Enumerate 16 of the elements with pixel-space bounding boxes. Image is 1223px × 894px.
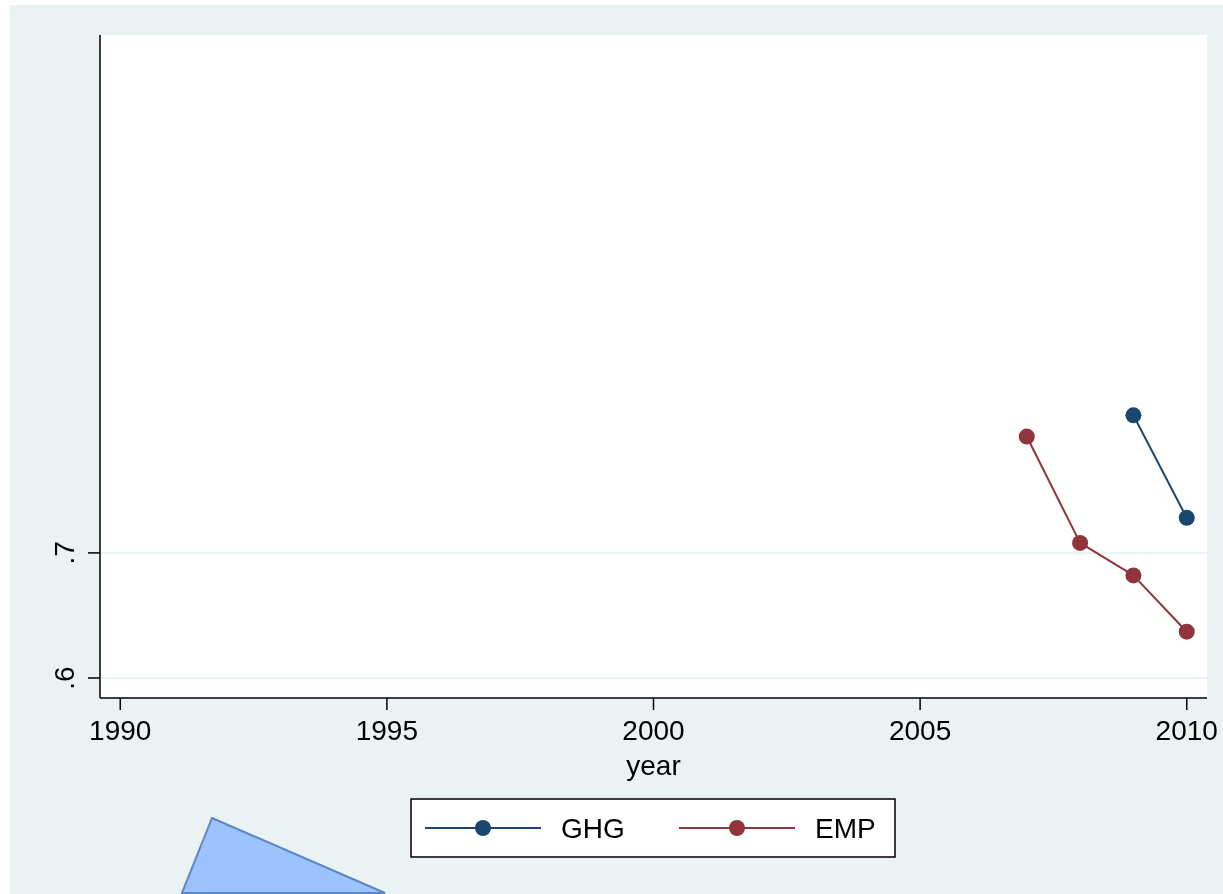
point xyxy=(1178,623,1195,640)
x-tick-label: 1990 xyxy=(89,715,152,746)
y-tick-label: .6 xyxy=(49,666,80,690)
y-tick-label: .7 xyxy=(49,541,80,565)
x-tick-label: 2000 xyxy=(622,715,685,746)
x-tick-label: 1995 xyxy=(355,715,419,746)
point xyxy=(1125,567,1142,584)
legend-label: GHG xyxy=(561,813,625,844)
point xyxy=(1178,509,1195,526)
point xyxy=(1125,407,1142,424)
legend-label: EMP xyxy=(815,813,876,844)
x-tick-label: 2005 xyxy=(888,715,952,746)
point xyxy=(1018,428,1035,445)
x-axis-title: year xyxy=(626,750,681,781)
point xyxy=(1072,534,1089,551)
x-tick-label: 2010 xyxy=(1155,715,1218,746)
